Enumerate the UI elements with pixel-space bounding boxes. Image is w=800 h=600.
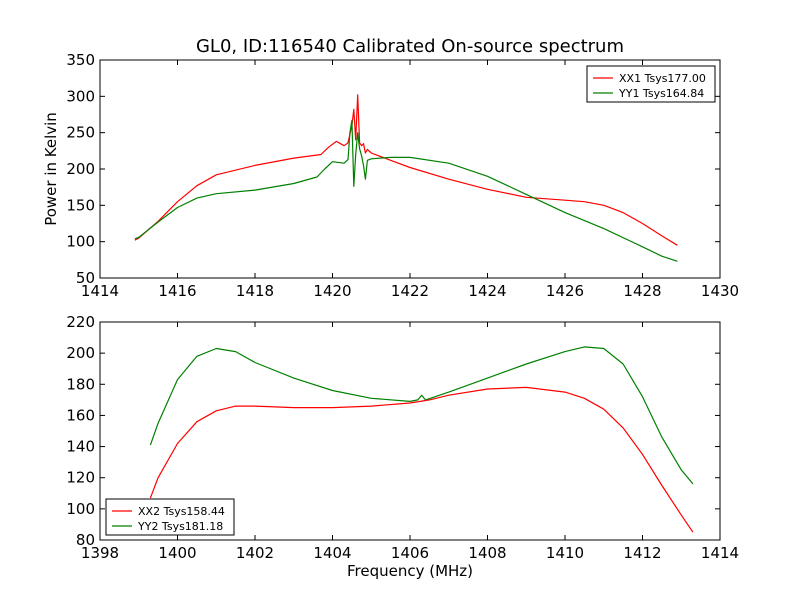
x-tick-label: 1400 <box>158 544 196 562</box>
x-tick-label: 1430 <box>701 282 739 300</box>
y-tick-label: 250 <box>66 124 95 142</box>
y-tick-label: 100 <box>66 233 95 251</box>
y-tick-label: 80 <box>76 531 95 549</box>
x-tick-label: 1398 <box>81 544 119 562</box>
bottom-plot-frame <box>99 321 721 541</box>
top-plot-frame <box>99 59 721 279</box>
legend-label: YY1 Tsys164.84 <box>618 87 704 100</box>
series-line-green <box>149 346 694 485</box>
legend-label: XX1 Tsys177.00 <box>619 72 706 85</box>
y-tick-label: 100 <box>66 500 95 518</box>
y-tick-label: 220 <box>66 313 95 331</box>
x-tick-label: 1402 <box>236 544 274 562</box>
bottom-spectrum-chart: Frequency (MHz) 1398 1400 1402 1404 1406 1408… <box>66 313 739 580</box>
y-tick-label: 160 <box>66 406 95 424</box>
y-axis-label: Power in Kelvin <box>42 112 60 226</box>
bottom-legend: XX2 Tsys158.44 YY2 Tsys181.18 <box>105 498 235 536</box>
y-tick-label: 180 <box>66 375 95 393</box>
x-tick-label: 1424 <box>468 282 506 300</box>
x-tick-label: 1408 <box>468 544 506 562</box>
series-line-red <box>149 386 694 533</box>
y-tick-label: 50 <box>76 269 95 287</box>
chart-title: GL0, ID:116540 Calibrated On-source spec… <box>196 36 624 57</box>
y-tick-label: 200 <box>66 160 95 178</box>
top-series-lines <box>134 94 678 262</box>
series-line-green <box>134 119 678 262</box>
x-tick-label: 1416 <box>158 282 196 300</box>
legend-box <box>586 65 716 103</box>
legend-box <box>105 498 235 536</box>
bottom-ticks: 1398 1400 1402 1404 1406 1408 1410 1412 1414 80 10… <box>66 313 739 562</box>
y-tick-label: 350 <box>66 51 95 69</box>
x-tick-label: 1426 <box>546 282 584 300</box>
top-ticks: 1414 1416 1418 1420 1422 1424 1426 1428 1430 50 10… <box>66 51 739 300</box>
legend-label: XX2 Tsys158.44 <box>138 505 225 518</box>
y-tick-label: 140 <box>66 438 95 456</box>
x-tick-label: 1420 <box>313 282 351 300</box>
x-tick-label: 1414 <box>81 282 119 300</box>
y-tick-label: 120 <box>66 469 95 487</box>
top-legend: XX1 Tsys177.00 YY1 Tsys164.84 <box>586 65 716 103</box>
x-tick-label: 1412 <box>623 544 661 562</box>
x-tick-label: 1422 <box>391 282 429 300</box>
bottom-series-lines <box>149 346 694 533</box>
x-tick-label: 1410 <box>546 544 584 562</box>
top-spectrum-chart: GL0, ID:116540 Calibrated On-source spec… <box>42 36 739 300</box>
y-tick-label: 200 <box>66 344 95 362</box>
x-tick-label: 1406 <box>391 544 429 562</box>
series-line-red <box>134 94 678 246</box>
x-tick-label: 1404 <box>313 544 351 562</box>
legend-label: YY2 Tsys181.18 <box>137 520 223 533</box>
y-tick-label: 300 <box>66 87 95 105</box>
x-tick-label: 1428 <box>623 282 661 300</box>
x-tick-label: 1418 <box>236 282 274 300</box>
y-tick-label: 150 <box>66 196 95 214</box>
x-tick-label: 1414 <box>701 544 739 562</box>
x-axis-label: Frequency (MHz) <box>347 562 473 580</box>
